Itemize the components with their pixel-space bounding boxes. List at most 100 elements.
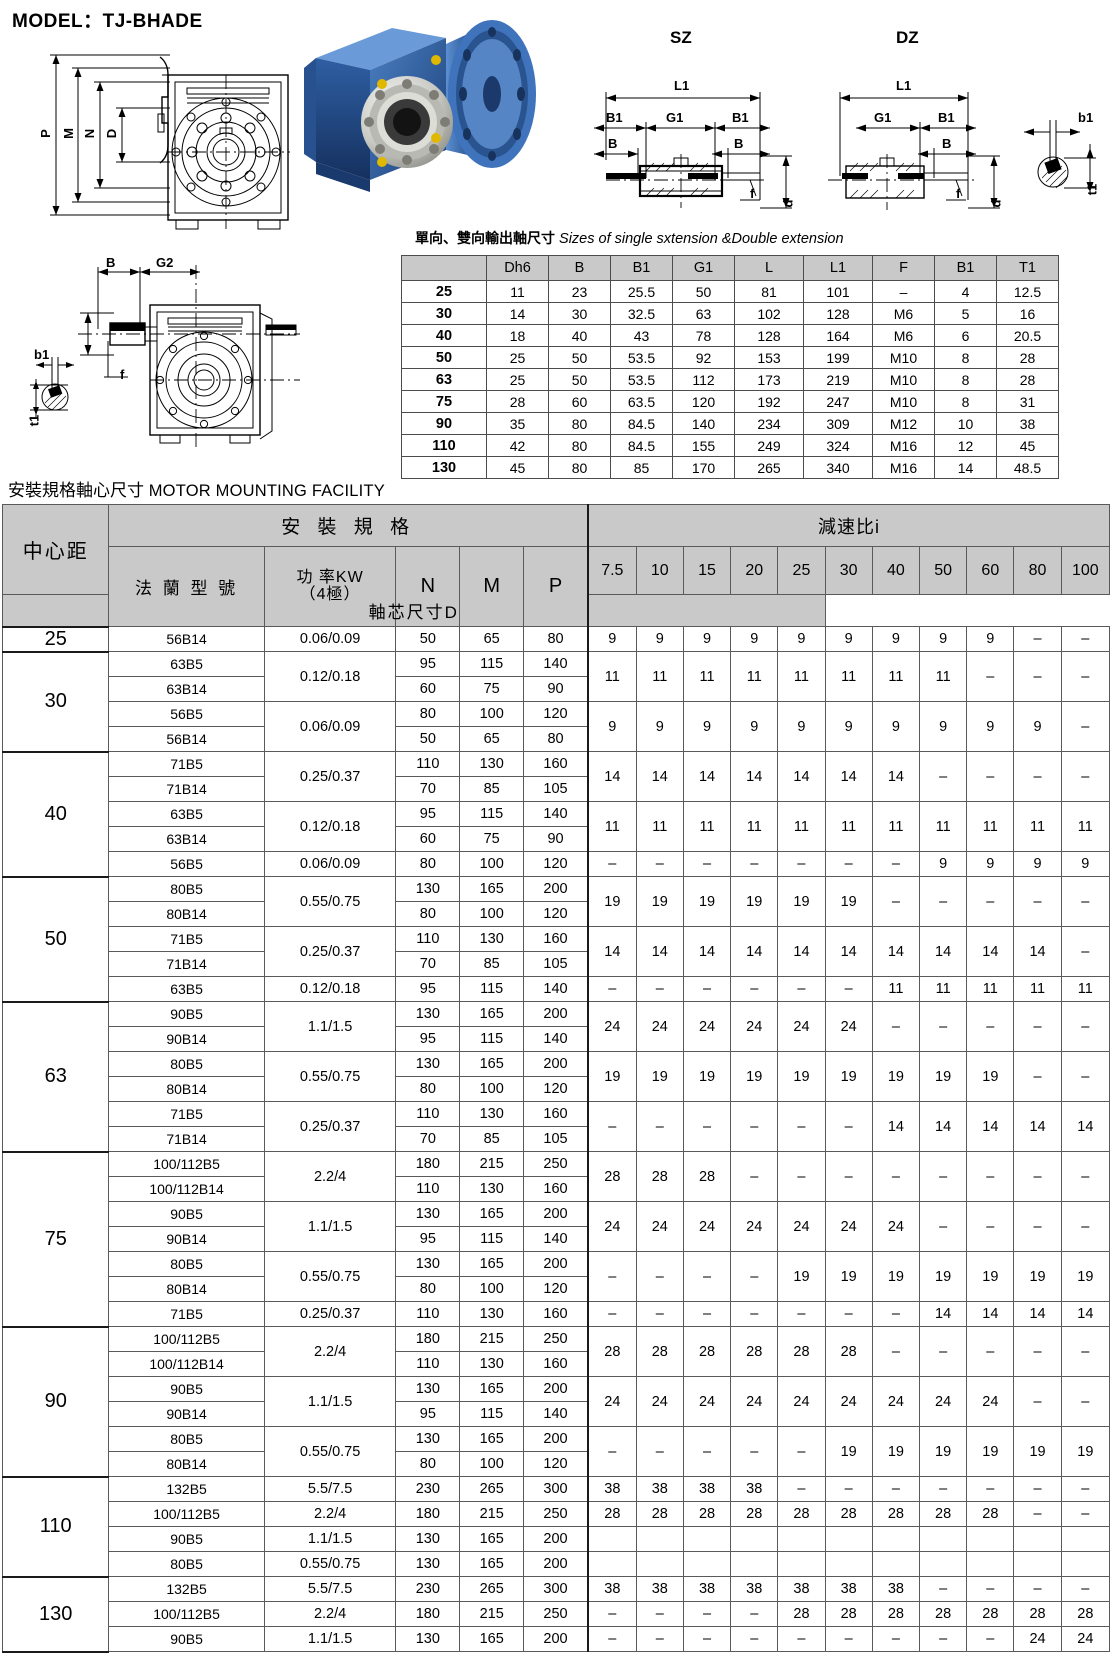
flange-model: 80B5 [108, 1426, 265, 1452]
shaft-d-value: 9 [918, 626, 968, 652]
shaft-size-table: Dh6 B B1 G1 L L1 F B1 T1 25 11 23 25.5 50 81 101–4 12.5… [401, 255, 1059, 479]
table-row: 71B5 0.25/0.37 110 130 160– – – – – –14 14 14 14 14 [3, 1101, 1110, 1152]
table-row: 63 25 50 53.5 112 173 219 M10 8 28 [401, 368, 1059, 391]
dim-p: 120 [523, 851, 589, 877]
shaft-cell: 85 [610, 456, 673, 479]
shaft-d-value: 14 [1013, 1101, 1062, 1152]
shaft-d-value: – [871, 876, 921, 927]
shaft-d-value: 9 [966, 851, 1015, 877]
dim-n: 80 [395, 901, 461, 927]
shaft-cell: 63.5 [610, 390, 673, 413]
flange-model: 90B5 [108, 1001, 265, 1027]
shaft-d-value: 38 [730, 1576, 779, 1602]
shaft-d-value: – [1060, 1476, 1110, 1502]
dim-m: 215 [459, 1326, 525, 1352]
shaft-cell: 45 [996, 434, 1059, 457]
dim-p: 140 [523, 801, 589, 827]
dim-m: 100 [459, 1276, 525, 1302]
shaft-d-value: – [871, 1001, 921, 1052]
dz-dim-f: f [956, 186, 961, 201]
flange-view-drawing: P M N D [20, 30, 290, 235]
shaft-cell: 234 [734, 412, 804, 435]
shaft-d-value: – [966, 1576, 1015, 1602]
shaft-d-value: 9 [730, 626, 779, 652]
shaft-cell: 4 [934, 280, 997, 303]
flange-model: 80B5 [108, 1251, 265, 1277]
motor-mounting-table: 中心距安 裝 規 格減速比i 法 蘭 型 號功 率KW （4極） N M P 7.5 10 15… [1, 504, 1110, 1653]
power-kw: 0.06/0.09 [263, 701, 397, 752]
shaft-d-value: 24 [635, 1201, 684, 1252]
shaft-size-label: 40 [401, 324, 487, 347]
mount-header-row-3: 軸芯尺寸D [2, 594, 1110, 627]
shaft-d-value: 28 [966, 1501, 1015, 1527]
dim-n: 130 [395, 1051, 461, 1077]
power-kw: 0.12/0.18 [263, 976, 397, 1002]
dim-m: 165 [459, 1426, 525, 1452]
dim-n: 50 [395, 726, 461, 752]
shaft-d-value: 24 [871, 1201, 921, 1252]
power-kw: 0.55/0.75 [263, 1051, 397, 1102]
table-row: 90B5 1.1/1.5 130 165 200– – – – – – – – –24 24 [3, 1626, 1110, 1652]
shaft-d-value: 14 [1060, 1101, 1110, 1152]
table-row: 71B14 70 85 105 [3, 1126, 1110, 1152]
shaft-cell: 23 [548, 280, 611, 303]
dim-p: 160 [523, 1351, 589, 1377]
sz-dim-B1-left: B1 [606, 110, 623, 125]
shaft-d-value: – [1013, 1001, 1062, 1052]
power-kw: 2.2/4 [263, 1326, 397, 1377]
table-row: 40 71B5 0.25/0.37 110 130 160 14 14 14 14 14 14 14– –… [1, 750, 1110, 878]
dim-m: 115 [459, 1026, 525, 1052]
shaft-cell: 42 [486, 434, 549, 457]
shaft-d-value: 19 [966, 1251, 1015, 1302]
shaft-d-value: 38 [635, 1476, 684, 1502]
power-kw: 0.55/0.75 [263, 1251, 397, 1302]
shaft-d-value: – [777, 1476, 826, 1502]
table-row: 63 90B5 1.1/1.5 130 165 200 24 24 24 24 24 24– – – – – [1, 1000, 1110, 1153]
shaft-d-value: 14 [871, 1101, 921, 1152]
flange-model: 80B5 [108, 1051, 265, 1077]
shaft-d-value: 38 [587, 1476, 637, 1502]
shaft-table-header-row: Dh6 B B1 G1 L L1 F B1 T1 [401, 255, 1059, 281]
shaft-cell: 60 [548, 390, 611, 413]
header-center-distance: 中心距 [1, 504, 110, 595]
shaft-d-value [824, 1551, 873, 1577]
center-distance-63: 63 [1, 1000, 110, 1153]
shaft-d-value: – [1013, 876, 1062, 927]
shaft-d-value: 24 [587, 1376, 637, 1427]
sz-dim-d: d [780, 199, 796, 208]
shaft-d-value: 9 [587, 701, 637, 752]
shaft-d-value: 19 [682, 1051, 732, 1102]
shaft-d-value: 9 [1013, 851, 1062, 877]
dim-p: 250 [523, 1501, 589, 1527]
shaft-d-value: 19 [1060, 1251, 1110, 1302]
dim-m: 85 [459, 951, 525, 977]
table-row: 71B14 70 85 105 [3, 951, 1110, 977]
dim-n: 110 [395, 751, 461, 777]
shaft-d-value: – [682, 851, 732, 877]
shaft-col-T1: T1 [996, 255, 1059, 281]
shaft-col-B1: B1 [934, 255, 997, 281]
table-row: 50 25 50 53.5 92 153 199 M10 8 28 [401, 346, 1059, 369]
flange-model: 71B14 [108, 1126, 265, 1152]
shaft-d-value: – [871, 1476, 921, 1502]
shaft-cell: 38 [996, 412, 1059, 435]
shaft-d-value [635, 1551, 684, 1577]
table-row: 25 11 23 25.5 50 81 101–4 12.5 [401, 280, 1059, 303]
header-ratio-25: 25 [777, 546, 826, 595]
power-kw: 5.5/7.5 [263, 1476, 397, 1502]
shaft-d-value: – [918, 1576, 968, 1602]
sz-shaft-drawing: SZ [560, 28, 820, 213]
shaft-cell: 25.5 [610, 280, 673, 303]
dim-m: 165 [459, 1051, 525, 1077]
shaft-d-value: 38 [824, 1576, 873, 1602]
shaft-caption-en: Sizes of single sxtension &Double extens… [559, 231, 844, 247]
shaft-d-value: – [824, 1626, 873, 1652]
shaft-d-value: 19 [1013, 1251, 1062, 1302]
shaft-d-value: 24 [730, 1376, 779, 1427]
shaft-d-value: – [824, 1301, 873, 1327]
dim-m: 100 [459, 1076, 525, 1102]
header-ratio-7.5: 7.5 [587, 546, 637, 595]
shaft-cell: 50 [672, 280, 735, 303]
shaft-cell: M10 [872, 346, 935, 369]
dim-p: 200 [523, 1376, 589, 1402]
